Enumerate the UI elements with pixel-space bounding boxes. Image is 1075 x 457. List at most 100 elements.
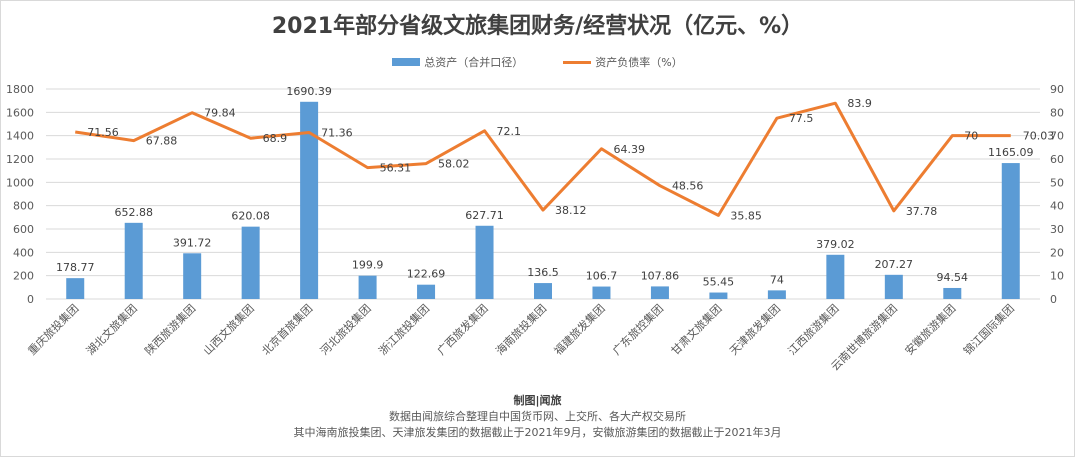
chart-source: 数据由闻旅综合整理自中国货币网、上交所、各大产权交易所 [389, 410, 686, 423]
bar-value-label: 55.45 [703, 276, 735, 289]
bar-value-label: 627.71 [465, 209, 504, 222]
line-value-label: 79.84 [204, 107, 236, 120]
left-axis-tick: 600 [13, 223, 34, 236]
left-axis-tick: 1800 [6, 83, 34, 96]
bar [124, 222, 143, 299]
line-value-label: 48.56 [672, 180, 704, 193]
category-label: 重庆旅投集团 [25, 301, 82, 358]
right-axis-tick: 40 [1050, 200, 1064, 213]
line-value-label: 70.03 [1023, 130, 1054, 143]
bar [1001, 163, 1020, 299]
bar-value-label: 1165.09 [988, 146, 1034, 159]
bar [241, 226, 260, 299]
line-value-label: 70 [964, 130, 978, 143]
bar-value-label: 107.86 [641, 269, 680, 282]
bar [300, 101, 319, 299]
chart-note: 其中海南旅投集团、天津旅发集团的数据截止于2021年9月，安徽旅游集团的数据截止… [293, 426, 782, 439]
line-value-label: 71.56 [87, 126, 119, 139]
line-value-label: 71.36 [321, 126, 353, 139]
bar [943, 287, 962, 299]
category-label: 河北旅投集团 [317, 301, 374, 358]
left-axis-tick: 1200 [6, 153, 34, 166]
bar [417, 284, 436, 299]
line-swatch-icon [563, 60, 592, 64]
bar-value-label: 1690.39 [286, 85, 332, 98]
category-label: 山西文旅集团 [200, 301, 257, 358]
combo-chart: 0 200 400 600 800 1000 1200 1400 1600 1800 0 10 20 30… [6, 83, 1064, 373]
bar-value-label: 106.7 [586, 270, 618, 283]
bar [66, 278, 85, 299]
legend-item-debt-ratio: 资产负债率（%） [563, 54, 683, 70]
bar [183, 253, 202, 299]
bar [650, 286, 669, 299]
bar-value-label: 620.08 [231, 210, 270, 223]
right-axis-tick: 10 [1050, 270, 1064, 283]
bar [534, 283, 552, 299]
line-value-label: 58.02 [438, 158, 470, 171]
left-axis-tick: 400 [13, 246, 34, 259]
bar-value-label: 94.54 [937, 271, 969, 284]
category-label: 北京首旅集团 [259, 301, 316, 358]
category-label: 海南旅投集团 [493, 301, 550, 358]
bar-value-label: 207.27 [875, 258, 914, 271]
bar-swatch-icon [392, 58, 421, 66]
bar [475, 225, 494, 299]
bar-value-label: 122.69 [407, 268, 446, 281]
right-axis-tick: 30 [1050, 223, 1064, 236]
line-value-label: 72.1 [497, 125, 522, 138]
bar-value-label: 178.77 [56, 261, 95, 274]
legend-label-debt-ratio: 资产负债率（%） [595, 56, 683, 69]
left-axis-tick: 1600 [6, 106, 34, 119]
category-label: 江西旅游集团 [785, 301, 842, 358]
chart-legend: 总资产（合并口径） 资产负债率（%） [0, 54, 1075, 70]
legend-label-assets: 总资产（合并口径） [424, 56, 524, 69]
bar [767, 290, 786, 299]
bar-value-label: 74 [770, 273, 784, 286]
category-label: 广西旅发集团 [434, 301, 491, 358]
right-axis-tick: 60 [1050, 153, 1064, 166]
line-value-label: 35.85 [730, 209, 762, 222]
left-axis-tick: 800 [13, 200, 34, 213]
line-value-label: 38.12 [555, 204, 587, 217]
category-label: 福建旅发集团 [551, 301, 608, 358]
category-label: 天津旅发集团 [726, 301, 783, 358]
left-axis-tick: 1400 [6, 130, 34, 143]
legend-item-assets: 总资产（合并口径） [392, 54, 523, 70]
left-axis-tick: 0 [27, 293, 34, 306]
line-value-label: 64.39 [613, 143, 645, 156]
left-axis-tick: 200 [13, 270, 34, 283]
bar [709, 292, 728, 299]
line-value-label: 67.88 [146, 135, 178, 148]
category-label: 锦江国际集团 [960, 301, 1017, 358]
category-label: 甘肃文旅集团 [668, 301, 725, 358]
bar [592, 286, 611, 299]
right-axis-tick: 90 [1050, 83, 1064, 96]
bar [358, 275, 377, 299]
chart-credit: 制图|闻旅 [513, 394, 562, 407]
line-value-label: 56.31 [380, 162, 412, 175]
line-value-label: 83.9 [847, 97, 872, 110]
line-value-label: 77.5 [789, 112, 814, 125]
line-value-label: 68.9 [263, 132, 288, 145]
right-axis-tick: 50 [1050, 176, 1064, 189]
bar [826, 254, 845, 299]
category-label: 陕西旅游集团 [142, 301, 199, 358]
bar-value-label: 199.9 [352, 259, 384, 272]
debt-ratio-line [75, 101, 1011, 217]
category-label: 浙江旅投集团 [376, 301, 433, 358]
left-axis-tick: 1000 [6, 176, 34, 189]
right-axis-tick: 0 [1050, 293, 1057, 306]
right-axis-tick: 70 [1050, 130, 1064, 143]
category-label: 广东旅控集团 [609, 301, 666, 358]
category-label: 安徽旅游集团 [902, 301, 959, 358]
bar-value-label: 379.02 [816, 238, 855, 251]
bar [884, 274, 903, 299]
right-axis-tick: 80 [1050, 106, 1064, 119]
line-value-label: 37.78 [906, 205, 938, 218]
right-axis-tick: 20 [1050, 246, 1064, 259]
bar-value-label: 391.72 [173, 236, 212, 249]
category-label: 湖北文旅集团 [83, 301, 140, 358]
chart-title: 2021年部分省级文旅集团财务/经营状况（亿元、%） [271, 14, 804, 39]
bar-value-label: 136.5 [527, 266, 559, 279]
bar-value-label: 652.88 [114, 206, 153, 219]
